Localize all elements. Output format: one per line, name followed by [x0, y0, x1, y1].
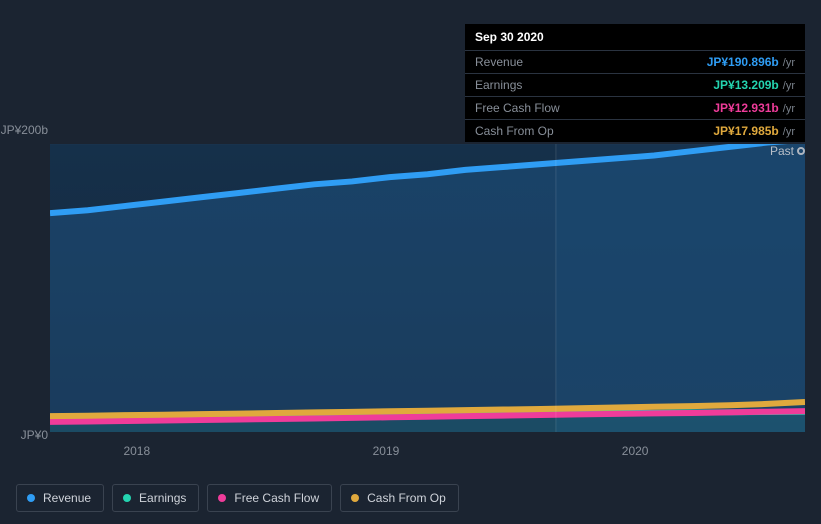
- tooltip-unit: /yr: [783, 80, 795, 92]
- chart-plot[interactable]: [50, 144, 805, 432]
- tooltip-row: Earnings JP¥13.209b/yr: [465, 73, 805, 96]
- past-dot-icon: [797, 147, 805, 155]
- tooltip-row: Revenue JP¥190.896b/yr: [465, 50, 805, 73]
- chart-svg: [50, 144, 805, 432]
- tooltip-value-wrap: JP¥13.209b/yr: [713, 78, 795, 92]
- x-axis-tick: 2018: [123, 444, 150, 458]
- legend-dot-icon: [27, 494, 35, 502]
- legend-dot-icon: [123, 494, 131, 502]
- x-axis-tick: 2019: [373, 444, 400, 458]
- x-axis-tick: 2020: [622, 444, 649, 458]
- tooltip-value: JP¥12.931b: [713, 101, 778, 115]
- legend-label: Revenue: [43, 491, 91, 505]
- legend-item[interactable]: Revenue: [16, 484, 104, 512]
- past-marker: Past: [770, 144, 805, 158]
- y-axis-label-top: JP¥200b: [1, 123, 48, 137]
- tooltip-value: JP¥13.209b: [713, 78, 778, 92]
- tooltip-value-wrap: JP¥12.931b/yr: [713, 101, 795, 115]
- tooltip-metric-label: Revenue: [475, 55, 523, 69]
- tooltip-row: Free Cash Flow JP¥12.931b/yr: [465, 96, 805, 119]
- chart-container: JP¥200b JP¥0 Past 201820192020: [16, 118, 805, 462]
- x-axis: 2018 2019 2020: [50, 442, 805, 462]
- tooltip-unit: /yr: [783, 57, 795, 69]
- tooltip-unit: /yr: [783, 103, 795, 115]
- y-axis-label-bottom: JP¥0: [21, 428, 48, 442]
- legend-item[interactable]: Cash From Op: [340, 484, 459, 512]
- legend-dot-icon: [218, 494, 226, 502]
- tooltip-value: JP¥190.896b: [707, 55, 779, 69]
- legend-item[interactable]: Earnings: [112, 484, 199, 512]
- tooltip-value-wrap: JP¥190.896b/yr: [707, 55, 795, 69]
- legend: Revenue Earnings Free Cash Flow Cash From O…: [16, 484, 459, 512]
- legend-dot-icon: [351, 494, 359, 502]
- tooltip-metric-label: Earnings: [475, 78, 522, 92]
- legend-label: Free Cash Flow: [234, 491, 319, 505]
- tooltip-date: Sep 30 2020: [465, 24, 805, 50]
- tooltip-metric-label: Free Cash Flow: [475, 101, 560, 115]
- legend-item[interactable]: Free Cash Flow: [207, 484, 332, 512]
- past-label: Past: [770, 144, 794, 158]
- legend-label: Earnings: [139, 491, 186, 505]
- legend-label: Cash From Op: [367, 491, 446, 505]
